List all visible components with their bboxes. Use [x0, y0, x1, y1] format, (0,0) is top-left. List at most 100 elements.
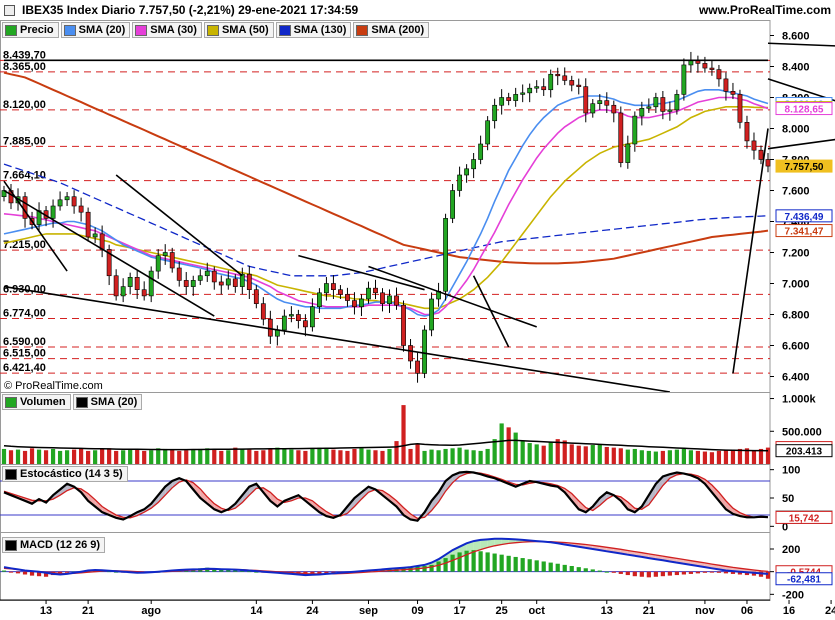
watermark: © ProRealTime.com: [4, 380, 103, 392]
price-candle: [267, 318, 273, 337]
legend-swatch: [5, 468, 17, 480]
stochastic-fill-segment: [319, 506, 327, 517]
volume-bar: [93, 450, 98, 464]
volume-bar: [1, 448, 7, 464]
legend-label: SMA (30): [150, 24, 197, 36]
stochastic-fill-segment: [200, 488, 208, 504]
volume-bar: [170, 449, 175, 464]
volume-bar: [513, 432, 518, 464]
sma50-line: [3, 106, 768, 310]
volume-bar: [681, 448, 686, 464]
date-tick-label: sep: [359, 605, 378, 617]
stochastic-fill-segment: [165, 481, 173, 496]
macd-hist-bar: [485, 552, 490, 572]
volume-bar: [506, 427, 511, 464]
price-candle: [218, 281, 224, 286]
level-label: 6.421,40: [3, 362, 46, 374]
level-label: 7.215,00: [3, 239, 46, 251]
volume-bar: [492, 439, 497, 464]
volume-bar: [345, 450, 350, 464]
legend-swatch: [135, 24, 148, 36]
price-candle: [99, 233, 105, 250]
date-tick-label: 06: [741, 605, 753, 617]
macd-hist-bar: [499, 554, 504, 572]
trendline: [3, 189, 215, 317]
price-candle: [765, 159, 771, 167]
legend-item[interactable]: SMA (50): [203, 22, 274, 38]
date-tick-label: 24: [825, 605, 835, 617]
header-toggle-box[interactable]: [4, 5, 15, 16]
volume-bar: [233, 447, 238, 464]
legend-item[interactable]: Precio: [2, 22, 59, 38]
stochastic-fill-segment: [711, 484, 719, 501]
trendline: [472, 275, 510, 348]
price-candle: [639, 108, 645, 117]
volume-bar: [751, 450, 757, 464]
price-candle: [422, 329, 427, 374]
stochastic-axis-tick-label: 100: [782, 465, 800, 477]
price-candle: [758, 149, 764, 160]
price-axis-tick-label: 7.600: [782, 186, 810, 198]
volume-bar: [569, 444, 574, 464]
price-candle: [274, 329, 280, 337]
volume-bar: [366, 449, 371, 464]
volume-bar: [625, 449, 630, 464]
price-candle: [520, 92, 526, 95]
macd-hist-bar: [506, 555, 511, 572]
level-label: 8.120,00: [3, 99, 46, 111]
price-candle: [366, 287, 371, 300]
price-candle: [232, 278, 238, 287]
macd-value-tag-box: [775, 572, 833, 586]
volume-bar: [457, 447, 462, 464]
legend-item[interactable]: MACD (12 26 9): [2, 537, 106, 553]
site-link[interactable]: www.ProRealTime.com: [698, 3, 831, 17]
macd-hist-bar: [471, 550, 476, 572]
macd-legend: MACD (12 26 9): [2, 537, 107, 553]
macd-hist-bar: [513, 556, 518, 572]
volume-bar: [723, 450, 729, 464]
macd-hist-bar: [625, 571, 630, 576]
macd-axis-tick-label: 200: [782, 544, 800, 556]
price-value-tag-box: [775, 224, 833, 238]
legend-label: Precio: [20, 24, 54, 36]
legend-swatch: [63, 24, 76, 36]
price-axis-tick-label: 6.400: [782, 372, 810, 384]
macd-hist-bar: [520, 558, 525, 572]
volume-bar: [198, 448, 203, 464]
stochastic-fill-segment: [158, 486, 166, 503]
legend-item[interactable]: SMA (200): [353, 22, 430, 38]
macd-fill-segment: [473, 539, 481, 552]
price-candle: [674, 94, 680, 111]
volume-bar: [632, 448, 637, 464]
price-candle: [22, 196, 28, 219]
macd-hist-bar: [611, 571, 616, 573]
legend-item[interactable]: SMA (20): [72, 394, 143, 410]
macd-hist-bar: [36, 571, 42, 577]
level-label: 8.439,70: [3, 49, 46, 61]
stochastic-k-line: [3, 470, 769, 522]
legend-item[interactable]: Volumen: [2, 394, 71, 410]
price-candle: [253, 289, 259, 304]
macd-hist-bar: [737, 571, 743, 575]
volume-bar: [64, 450, 70, 464]
price-candle: [660, 97, 666, 112]
stochastic-fill-segment: [60, 483, 68, 496]
price-candle: [534, 86, 540, 89]
volume-bar: [15, 449, 21, 464]
macd-hist-bar: [464, 550, 469, 572]
price-candle: [50, 205, 56, 219]
price-value-tag-box: [775, 209, 833, 223]
legend-item[interactable]: SMA (20): [60, 22, 131, 38]
macd-hist-bar: [212, 568, 217, 572]
legend-item[interactable]: SMA (30): [132, 22, 202, 38]
price-candle: [78, 205, 84, 213]
legend-item[interactable]: SMA (130): [275, 22, 352, 38]
legend-item[interactable]: Estocástico (14 3 5): [2, 466, 128, 482]
volume-bar: [50, 448, 56, 464]
price-axis-tick-label: 6.600: [782, 341, 810, 353]
volume-bar: [212, 449, 217, 464]
stochastic-fill-segment: [438, 481, 446, 502]
macd-hist-bar: [639, 571, 644, 577]
price-candle: [730, 91, 736, 95]
price-candle: [611, 104, 617, 114]
